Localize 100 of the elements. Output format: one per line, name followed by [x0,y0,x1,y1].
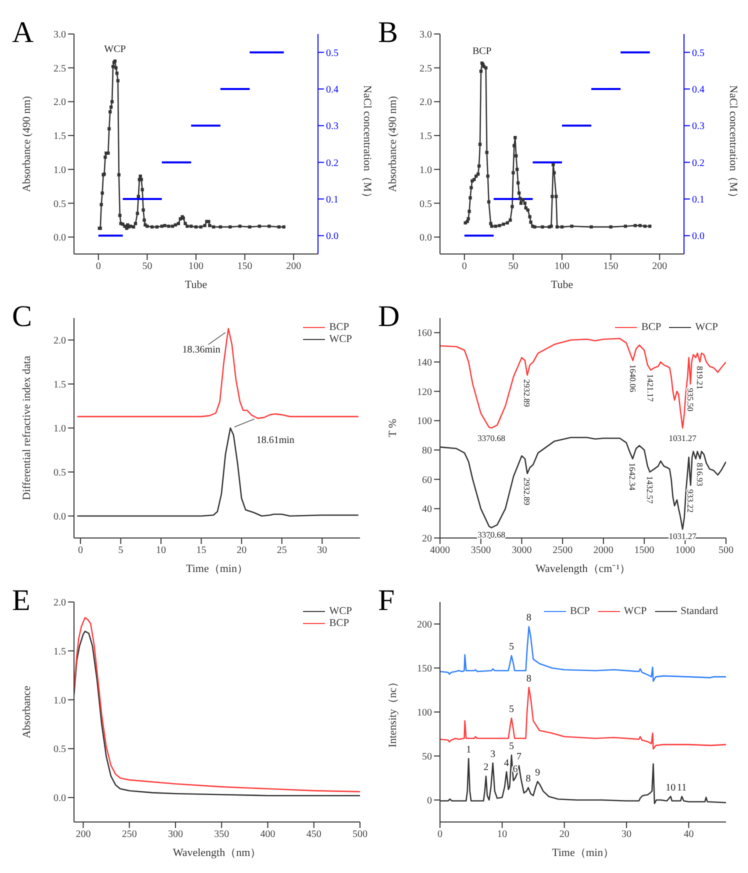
y-axis-title: Absorbance (490 nm) [20,96,33,192]
annotation: 1432.57 [644,476,655,504]
y-tick-label: 0.0 [54,793,66,804]
legend-label: WCP [329,606,352,617]
y-tick-label: 1.0 [54,424,66,435]
y-tick-label: 0.5 [54,468,66,479]
annotation: 7 [516,752,522,763]
y-tick-label: 100 [417,708,432,719]
y2-tick-label: 0.1 [326,194,338,206]
y-tick-label: 20 [422,534,432,545]
y-axis-title: Absorbance [20,686,33,738]
x-tick-label: 10 [497,829,508,840]
y2-tick-label: 0.3 [326,121,338,132]
y-tick-label: 140 [417,358,432,369]
x-tick-label: 150 [237,261,252,272]
x-tick-label: 200 [76,829,91,840]
y-tick-label: 1.5 [420,131,432,142]
y-tick-label: 2.5 [420,63,432,74]
x-axis-title: Wavelength（nm） [172,847,262,859]
annotation: WCP [104,44,126,56]
y-tick-label: 120 [417,386,432,398]
x-tick-label: 100 [554,261,570,272]
annotation: 3 [490,749,496,760]
y-tick-label: 50 [422,752,432,763]
annotation: 5 [509,642,514,653]
y-tick-label: 2.0 [420,97,432,108]
y-tick-label: 1.0 [54,695,66,706]
x-tick-label: 1500 [634,545,654,556]
legend-label: BCP [641,322,662,333]
y-tick-label: 200 [417,620,432,631]
chart-title: C [12,300,32,333]
y-tick-label: 0.0 [420,232,432,244]
annotation: 1 [466,744,472,756]
annotation: 8 [526,673,532,684]
x-axis-title: Time（min） [552,847,614,859]
legend-label: WCP [329,334,352,345]
y-tick-label: 0.5 [54,198,66,210]
chart-title: F [378,584,395,617]
x-axis-title: Tube [184,279,208,291]
annotation: 5 [509,741,514,752]
y-tick-label: 1.5 [54,380,66,391]
x-tick-label: 500 [352,829,368,840]
y2-axis-title: NaCl concentration（M） [361,85,374,203]
y-tick-label: 1.5 [54,131,66,142]
y-axis-title: Differential refractive index data [20,356,33,500]
y-tick-label: 0.5 [54,744,66,756]
annotation: 6 [512,764,518,775]
annotation: 11 [677,782,687,794]
x-tick-label: 0 [438,829,442,840]
x-axis-title: Wavelength（cm⁻¹） [536,563,630,575]
y-tick-label: 0.0 [54,232,66,244]
y-tick-label: 3.0 [420,30,432,41]
x-tick-label: 1000 [675,545,696,556]
x-tick-label: 4000 [430,545,450,556]
x-tick-label: 40 [684,829,694,840]
annotation: 2932.89 [522,379,532,407]
x-tick-label: 100 [188,261,204,272]
chart-title: E [12,584,30,617]
x-tick-label: 0 [462,261,467,272]
y2-tick-label: 0.3 [692,121,704,132]
y-axis-title: Absorbance (490 nm) [386,96,399,192]
chart-title: D [378,300,400,333]
annotation: 819.21 [694,366,705,390]
x-tick-label: 50 [142,261,152,272]
y2-tick-label: 0.0 [692,231,704,242]
y2-axis-title: NaCl concentration（M） [727,85,740,203]
y2-tick-label: 0.0 [326,231,338,242]
y-tick-label: 2.0 [54,598,66,609]
annotation: 3370.68 [478,433,506,443]
annotation: 1640.06 [628,364,638,392]
annotation: 935.50 [685,388,696,412]
x-tick-label: 0 [78,545,83,556]
legend-label: WCP [624,606,647,617]
annotation: 933.22 [686,489,696,513]
x-tick-label: 10 [156,545,166,556]
chart-title: B [378,16,398,49]
x-tick-label: 5 [118,545,124,556]
legend-label: BCP [570,606,590,617]
annotation: 816.93 [695,462,706,486]
chart-title: A [12,16,34,49]
line-series [440,338,726,429]
y-tick-label: 2.5 [54,63,66,74]
x-tick-label: 20 [559,829,570,840]
x-tick-label: 200 [652,261,668,272]
legend-label: WCP [695,322,718,333]
x-tick-label: 200 [286,261,302,272]
x-tick-label: 15 [196,545,206,556]
y2-tick-label: 0.1 [692,194,704,206]
y2-tick-label: 0.2 [692,158,704,169]
x-tick-label: 30 [622,829,632,840]
x-tick-label: 500 [718,545,734,556]
annotation: 8 [526,612,532,624]
y-tick-label: 1.5 [54,646,66,658]
x-tick-label: 350 [214,829,230,840]
annotation: 18.36min [182,344,220,356]
x-tick-label: 2000 [593,545,614,556]
y-tick-label: 80 [422,446,432,457]
x-axis-title: Time（min） [186,563,248,575]
x-tick-label: 300 [168,829,183,840]
annotation: BCP [472,46,492,58]
